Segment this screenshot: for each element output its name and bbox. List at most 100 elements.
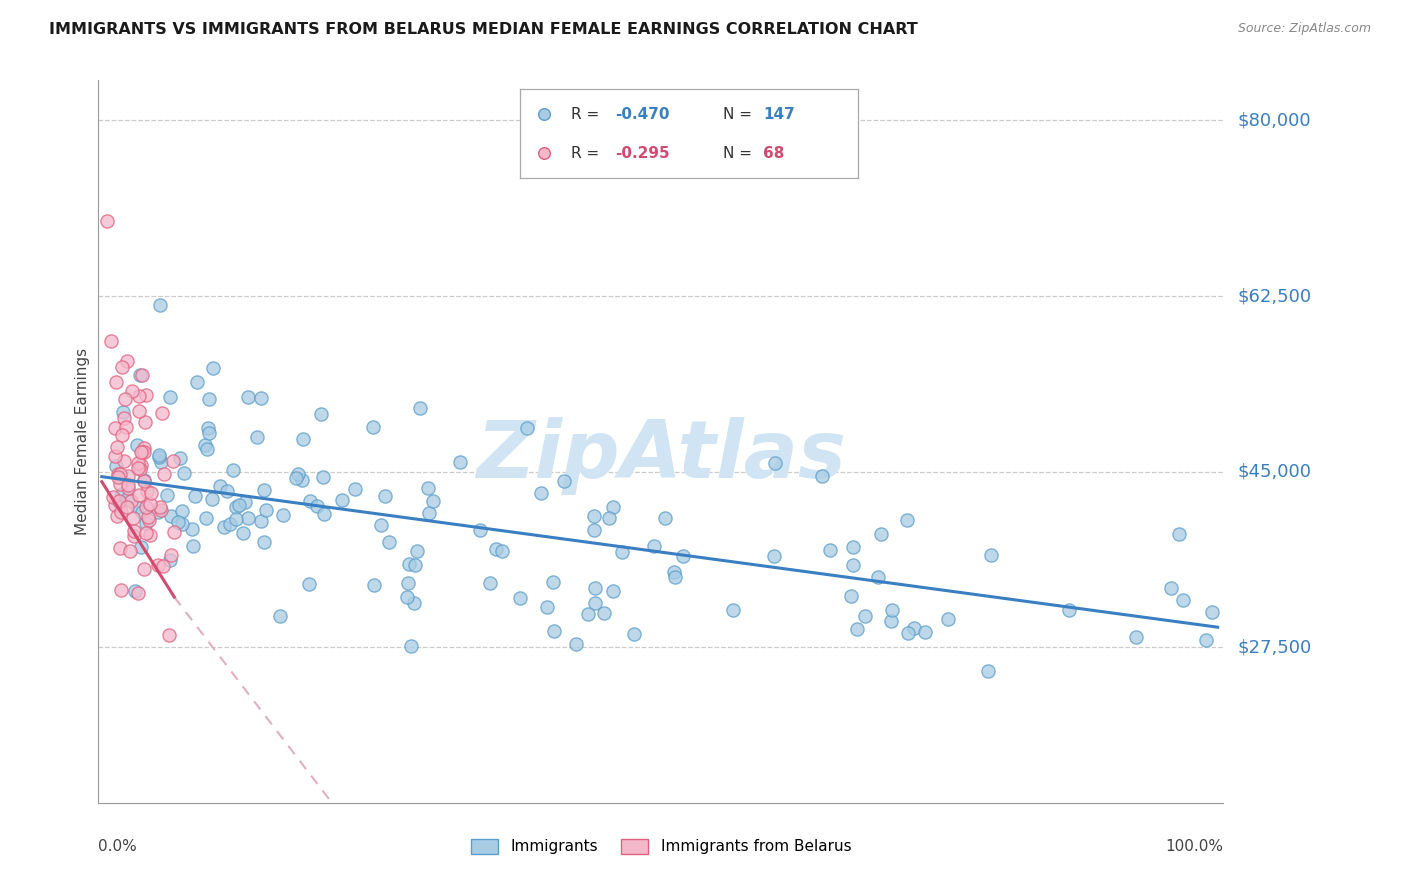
Point [135,516,157,531]
Point [583,508,606,523]
Text: 0.0%: 0.0% [98,838,138,854]
Point [111,360,134,375]
Point [811,468,834,483]
Text: Source: ZipAtlas.com: Source: ZipAtlas.com [1237,22,1371,36]
Point [128,389,150,403]
Point [841,540,863,554]
Point [152,559,174,574]
Point [110,541,132,555]
Point [238,511,260,525]
Point [167,515,190,529]
Point [291,432,314,446]
Point [110,505,132,519]
Text: 147: 147 [763,107,794,121]
Point [468,523,491,537]
Point [132,475,155,489]
Point [217,483,239,498]
Legend: Immigrants, Immigrants from Belarus: Immigrants, Immigrants from Belarus [464,833,858,861]
Point [284,471,307,485]
Point [173,466,195,480]
Point [672,549,695,563]
Point [139,486,162,500]
Point [222,463,245,477]
Point [104,498,127,512]
Point [449,455,471,469]
Point [105,458,128,473]
Point [195,510,218,524]
Point [197,421,219,435]
Point [598,510,620,524]
Point [148,448,170,462]
Text: -0.470: -0.470 [614,107,669,121]
Point [184,489,207,503]
Point [374,489,396,503]
Point [418,506,440,520]
Point [842,558,865,573]
Point [128,488,150,502]
Point [398,557,420,571]
Point [396,591,419,605]
Point [870,527,893,541]
Point [114,392,136,406]
Point [138,509,160,524]
Point [298,577,321,591]
Point [914,624,936,639]
Point [107,470,129,484]
Point [118,543,141,558]
Point [721,603,744,617]
Point [478,576,501,591]
Point [399,640,422,654]
Text: 100.0%: 100.0% [1166,838,1223,854]
Point [96,213,118,227]
Point [422,494,444,508]
Point [131,458,153,473]
Point [149,455,172,469]
Point [818,543,841,558]
Point [127,500,149,514]
Point [299,494,322,508]
Point [564,637,586,651]
Text: $62,500: $62,500 [1237,287,1312,305]
Point [416,481,439,495]
Point [115,500,138,515]
Point [643,539,665,553]
Point [186,375,208,389]
Point [128,368,150,382]
Text: $45,000: $45,000 [1237,463,1312,481]
Point [149,298,172,312]
Point [148,450,170,464]
Point [149,500,172,514]
Point [533,146,555,161]
Point [855,609,877,624]
Point [212,519,235,533]
Point [287,467,309,482]
Point [250,391,273,405]
Point [111,487,134,501]
Point [232,526,254,541]
Point [117,491,139,506]
Point [124,529,146,543]
Point [228,499,250,513]
Point [1059,603,1081,617]
Point [664,565,686,579]
Point [530,486,553,500]
Point [610,545,633,559]
Point [110,583,132,598]
Point [159,390,181,404]
Point [201,360,224,375]
Point [980,549,1002,563]
Point [124,584,146,599]
Text: N =: N = [723,107,752,121]
Point [602,583,624,598]
Point [1195,633,1218,648]
Point [405,544,427,558]
Point [148,505,170,519]
Point [105,440,128,454]
Point [152,406,174,420]
Point [129,445,152,459]
Point [180,522,202,536]
Point [846,622,869,636]
Point [654,510,676,524]
Point [868,570,890,584]
Point [536,599,558,614]
